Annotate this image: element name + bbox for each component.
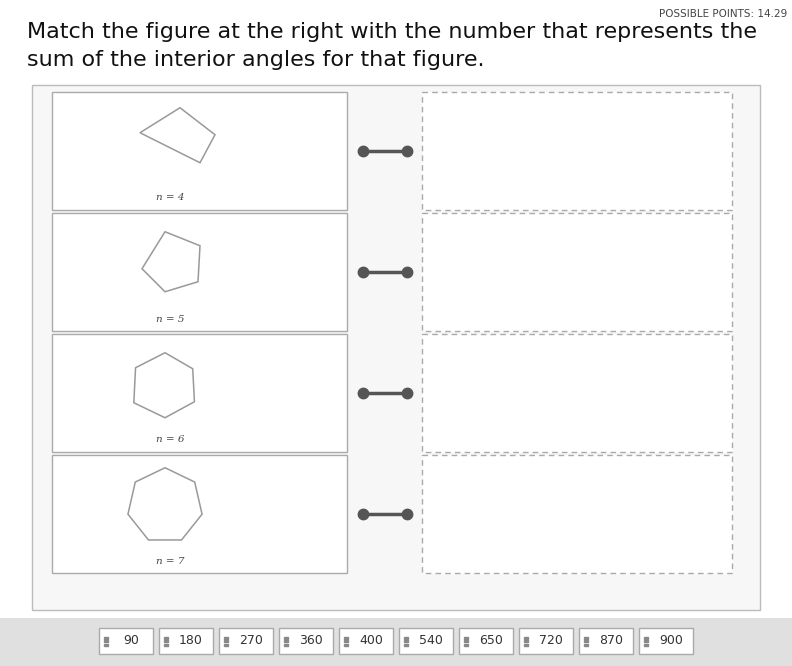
Text: n = 6: n = 6 <box>156 436 185 444</box>
FancyBboxPatch shape <box>459 628 513 654</box>
FancyBboxPatch shape <box>52 92 347 210</box>
FancyBboxPatch shape <box>639 628 693 654</box>
Text: 180: 180 <box>179 635 203 647</box>
FancyBboxPatch shape <box>52 213 347 331</box>
FancyBboxPatch shape <box>339 628 393 654</box>
FancyBboxPatch shape <box>279 628 333 654</box>
Text: 650: 650 <box>479 635 503 647</box>
Text: n = 5: n = 5 <box>156 314 185 324</box>
FancyBboxPatch shape <box>0 618 792 666</box>
Text: 900: 900 <box>659 635 683 647</box>
Text: 90: 90 <box>123 635 139 647</box>
Text: 540: 540 <box>419 635 443 647</box>
FancyBboxPatch shape <box>422 213 732 331</box>
FancyBboxPatch shape <box>99 628 153 654</box>
FancyBboxPatch shape <box>32 85 760 610</box>
FancyBboxPatch shape <box>519 628 573 654</box>
FancyBboxPatch shape <box>422 92 732 210</box>
FancyBboxPatch shape <box>219 628 273 654</box>
Text: 400: 400 <box>359 635 383 647</box>
Text: 720: 720 <box>539 635 563 647</box>
FancyBboxPatch shape <box>422 455 732 573</box>
Text: 870: 870 <box>599 635 623 647</box>
FancyBboxPatch shape <box>52 455 347 573</box>
FancyBboxPatch shape <box>579 628 633 654</box>
Text: POSSIBLE POINTS: 14.29: POSSIBLE POINTS: 14.29 <box>659 9 787 19</box>
FancyBboxPatch shape <box>399 628 453 654</box>
Text: 270: 270 <box>239 635 263 647</box>
Text: n = 4: n = 4 <box>156 194 185 202</box>
FancyBboxPatch shape <box>422 334 732 452</box>
FancyBboxPatch shape <box>159 628 213 654</box>
FancyBboxPatch shape <box>52 334 347 452</box>
Text: n = 7: n = 7 <box>156 557 185 565</box>
Text: sum of the interior angles for that figure.: sum of the interior angles for that figu… <box>27 50 485 70</box>
Text: Match the figure at the right with the number that represents the: Match the figure at the right with the n… <box>27 22 757 42</box>
Text: 360: 360 <box>299 635 323 647</box>
